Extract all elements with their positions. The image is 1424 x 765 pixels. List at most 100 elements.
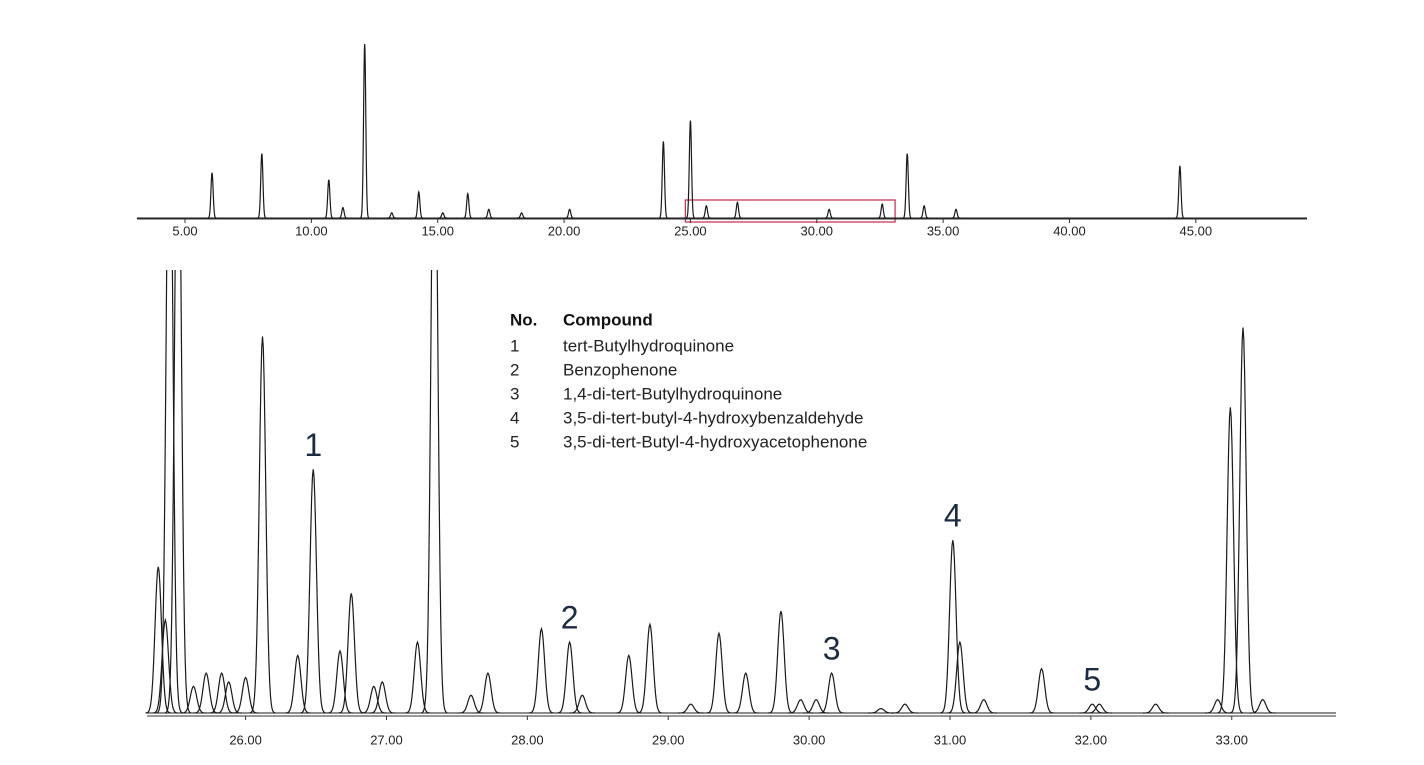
peak (818, 672, 845, 714)
peak (868, 707, 894, 714)
peak (324, 179, 334, 219)
x-tick-label: 26.00 (229, 732, 262, 747)
x-tick-label: 28.00 (511, 732, 544, 747)
peak-label: 1 (304, 427, 322, 463)
peak (156, 270, 183, 714)
peak (327, 649, 353, 714)
peak (971, 699, 997, 714)
peak (768, 610, 794, 714)
overview-chart: 5.00 10.00 15.00 20.00 25.00 30.00 35.00 40.00 4… (137, 43, 1307, 238)
table-cell: 4 (510, 408, 519, 427)
peak (369, 681, 396, 714)
peak (193, 672, 219, 714)
x-tick-label: 40.00 (1053, 223, 1086, 238)
table-cell: 3,5-di-tert-butyl-4-hydroxybenzaldehyde (563, 408, 864, 427)
x-tick-label: 30.00 (793, 732, 826, 747)
peak (1175, 165, 1185, 219)
table-cell: 1 (510, 336, 519, 355)
peak (421, 270, 448, 714)
peak (565, 208, 575, 219)
peak (338, 206, 348, 219)
peak (414, 190, 424, 219)
table-cell: Benzophenone (563, 360, 677, 379)
peak (1142, 703, 1169, 714)
peak (1230, 327, 1256, 714)
x-tick-label: 32.00 (1075, 732, 1108, 747)
peak (164, 270, 192, 714)
peak (517, 212, 527, 219)
x-tick-label: 33.00 (1215, 732, 1248, 747)
table-cell: 5 (510, 432, 519, 451)
peak (803, 699, 829, 714)
peak (249, 336, 276, 714)
x-tick-label: 25.00 (674, 223, 707, 238)
peak-label: 3 (823, 631, 841, 667)
peak (338, 593, 365, 714)
peak (463, 191, 473, 219)
x-tick-label: 10.00 (295, 223, 328, 238)
peak (787, 699, 814, 714)
peak (824, 208, 834, 219)
table-cell: 1,4-di-tert-Butylhydroquinone (563, 384, 782, 403)
table-header: Compound (563, 310, 653, 329)
table-cell: 3,5-di-tert-Butyl-4-hydroxyacetophenone (563, 432, 867, 451)
peak (257, 153, 267, 219)
peak (152, 617, 179, 714)
zoom-region (684, 199, 896, 223)
zoom-chart: 26.00 27.00 28.00 29.00 30.00 31.00 32.00 33.00… (145, 270, 1336, 747)
x-tick-label: 5.00 (172, 223, 197, 238)
x-tick-label: 31.00 (934, 732, 967, 747)
peak (208, 672, 235, 714)
x-tick-label: 27.00 (370, 732, 403, 747)
peak (733, 201, 742, 219)
peak (1079, 703, 1106, 714)
peak (951, 208, 961, 219)
peak (300, 469, 327, 714)
x-tick-label: 30.00 (800, 223, 833, 238)
table-cell: 3 (510, 384, 519, 403)
x-tick-label: 20.00 (548, 223, 581, 238)
peak (902, 153, 912, 219)
peak (701, 204, 711, 219)
peak-label: 2 (561, 600, 579, 636)
peak (207, 172, 217, 219)
peak (404, 640, 431, 714)
x-tick-label: 45.00 (1180, 223, 1213, 238)
peak (877, 202, 887, 219)
peak-label: 5 (1083, 662, 1101, 698)
peak (1204, 699, 1231, 714)
peak (706, 631, 732, 714)
peak (528, 626, 555, 714)
peak (615, 653, 642, 714)
compound-table: No. Compound 1 tert-Butylhydroquinone 2 Benzo… (510, 310, 867, 451)
peak (677, 703, 704, 714)
peak-label: 4 (944, 498, 962, 534)
peak (387, 212, 397, 219)
table-cell: tert-Butylhydroquinone (563, 336, 734, 355)
peak (145, 566, 172, 714)
peak (556, 640, 583, 714)
peak (284, 653, 311, 714)
peak (1028, 667, 1055, 714)
peak (658, 141, 668, 219)
peak (1217, 407, 1244, 714)
peak (919, 204, 929, 219)
peak (1086, 703, 1113, 714)
peak (475, 672, 501, 714)
peak (484, 208, 494, 219)
peak (947, 640, 973, 714)
table-header: No. (510, 310, 537, 329)
x-tick-label: 29.00 (652, 732, 685, 747)
peak (360, 43, 370, 219)
table-cell: 2 (510, 360, 519, 379)
peak (732, 672, 759, 714)
peak (569, 694, 596, 714)
peak (939, 540, 966, 714)
trace (137, 43, 1307, 219)
peak (1249, 699, 1276, 714)
trace (145, 270, 1336, 714)
peak (438, 212, 448, 219)
x-tick-label: 15.00 (421, 223, 454, 238)
peak (180, 685, 207, 714)
